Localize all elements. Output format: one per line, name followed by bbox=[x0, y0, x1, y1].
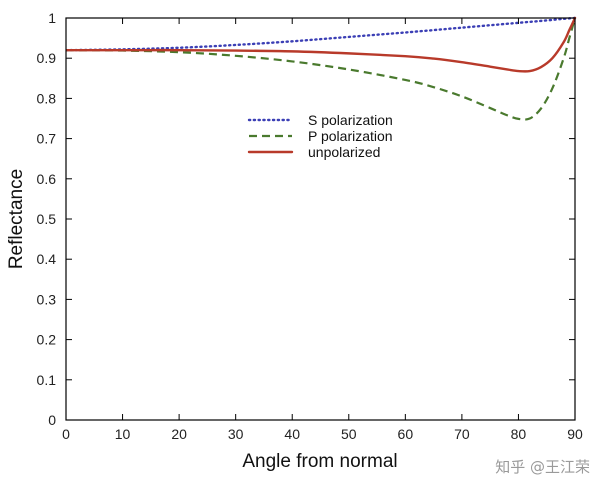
y-axis: 0 0.1 0.2 0.3 0.4 0.5 0.6 0.7 0.8 0.9 1 bbox=[37, 10, 575, 428]
y-tick-label: 0.5 bbox=[37, 211, 57, 227]
x-tick-label: 80 bbox=[511, 426, 527, 442]
x-tick-label: 70 bbox=[454, 426, 470, 442]
y-tick-label: 1 bbox=[48, 10, 56, 26]
x-tick-label: 60 bbox=[398, 426, 414, 442]
x-tick-label: 10 bbox=[115, 426, 131, 442]
y-tick-label: 0.1 bbox=[37, 372, 57, 388]
series-layer bbox=[66, 16, 577, 121]
y-tick-label: 0.4 bbox=[37, 251, 57, 267]
x-axis: 0 10 20 30 40 50 60 70 80 90 bbox=[62, 18, 583, 442]
y-axis-title: Reflectance bbox=[6, 169, 27, 269]
x-tick-label: 20 bbox=[171, 426, 187, 442]
x-tick-label: 50 bbox=[341, 426, 357, 442]
y-tick-label: 0.2 bbox=[37, 332, 57, 348]
y-tick-label: 0.6 bbox=[37, 171, 57, 187]
legend-label: S polarization bbox=[308, 112, 393, 128]
plot-frame bbox=[65, 17, 576, 421]
s-polarization-series-line bbox=[66, 16, 577, 52]
y-tick-label: 0.9 bbox=[37, 50, 57, 66]
y-tick-label: 0.3 bbox=[37, 291, 57, 307]
y-tick-label: 0 bbox=[48, 412, 56, 428]
x-tick-label: 90 bbox=[567, 426, 583, 442]
p-polarization-series-line bbox=[66, 17, 577, 121]
x-tick-label: 0 bbox=[62, 426, 70, 442]
legend-label: P polarization bbox=[308, 128, 393, 144]
watermark-text: 知乎 @王江荣 bbox=[495, 458, 590, 476]
unpolarized-series-line bbox=[66, 16, 577, 73]
y-tick-label: 0.7 bbox=[37, 131, 57, 147]
y-tick-label: 0.8 bbox=[37, 90, 57, 106]
x-tick-label: 40 bbox=[284, 426, 300, 442]
x-axis-title: Angle from normal bbox=[242, 451, 397, 472]
x-tick-label: 30 bbox=[228, 426, 244, 442]
legend-label: unpolarized bbox=[308, 144, 380, 160]
